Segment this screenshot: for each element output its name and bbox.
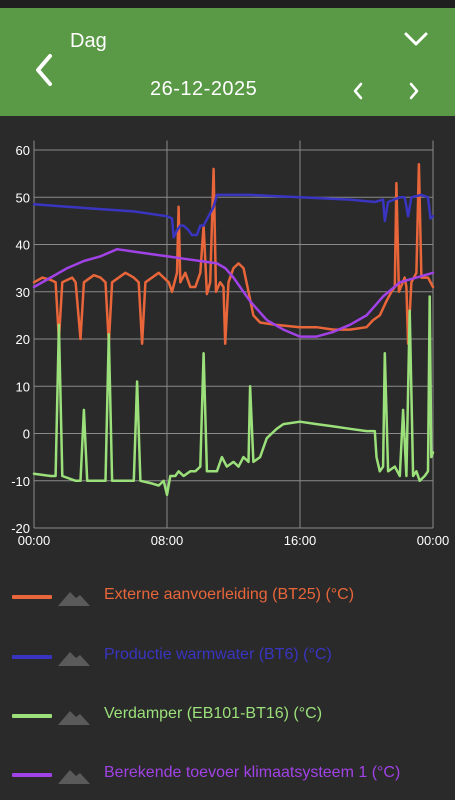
chevron-down-icon [404,32,428,46]
y-tick-label: 40 [16,238,30,253]
series-line-1 [32,162,435,345]
status-bar [0,0,455,8]
series-line-3 [32,295,435,497]
legend-swatch [12,773,52,777]
x-tick-label: 00:00 [18,533,51,548]
series-line-2 [32,193,435,239]
x-tick-label: 00:00 [417,533,450,548]
chevron-left-icon [353,82,363,100]
y-tick-label: 30 [16,285,30,300]
legend-swatch [12,714,52,718]
y-tick-label: 50 [16,190,30,205]
legend-item-bt25[interactable]: Externe aanvoerleiding (BT25) (°C) [0,578,455,618]
y-tick-label: -20 [11,521,30,536]
page-title: Dag [70,30,107,52]
chevron-right-icon [409,82,419,100]
mountain-icon [58,711,90,725]
legend-swatch [12,595,52,599]
y-tick-label: -10 [11,474,30,489]
series-line-4 [32,247,435,338]
date-label: 26-12-2025 [150,78,258,100]
x-tick-label: 16:00 [284,533,317,548]
y-tick-label: 20 [16,332,30,347]
mountain-icon [58,592,90,606]
legend-item-bt6[interactable]: Productie warmwater (BT6) (°C) [0,638,455,678]
legend-item-klimaatsysteem-1[interactable]: Berekende toevoer klimaatsysteem 1 (°C) [0,756,455,796]
previous-day-button[interactable] [346,78,370,104]
next-day-button[interactable] [402,78,426,104]
legend-item-eb101-bt16[interactable]: Verdamper (EB101-BT16) (°C) [0,697,455,737]
legend-swatch [12,655,52,659]
legend-label: Productie warmwater (BT6) (°C) [104,646,332,663]
legend-label: Berekende toevoer klimaatsysteem 1 (°C) [104,764,401,781]
mountain-icon [58,652,90,666]
legend-label: Verdamper (EB101-BT16) (°C) [104,705,323,722]
temperature-chart[interactable]: -20 -10 0 10 20 30 40 50 60 00:00 08:00 16:00 00:00 [0,132,455,552]
chevron-left-icon [36,54,52,86]
y-tick-label: 60 [16,143,30,158]
period-dropdown-button[interactable] [401,28,431,50]
x-tick-label: 08:00 [151,533,184,548]
back-button[interactable] [28,48,64,92]
y-tick-label: 10 [16,379,30,394]
chart-canvas: -20 -10 0 10 20 30 40 50 60 00:00 08:00 16:00 00:00 [11,140,450,548]
legend-label: Externe aanvoerleiding (BT25) (°C) [104,586,355,603]
mountain-icon [58,770,90,784]
app-header: Dag 26-12-2025 [0,8,455,116]
y-tick-label: 0 [23,427,30,442]
